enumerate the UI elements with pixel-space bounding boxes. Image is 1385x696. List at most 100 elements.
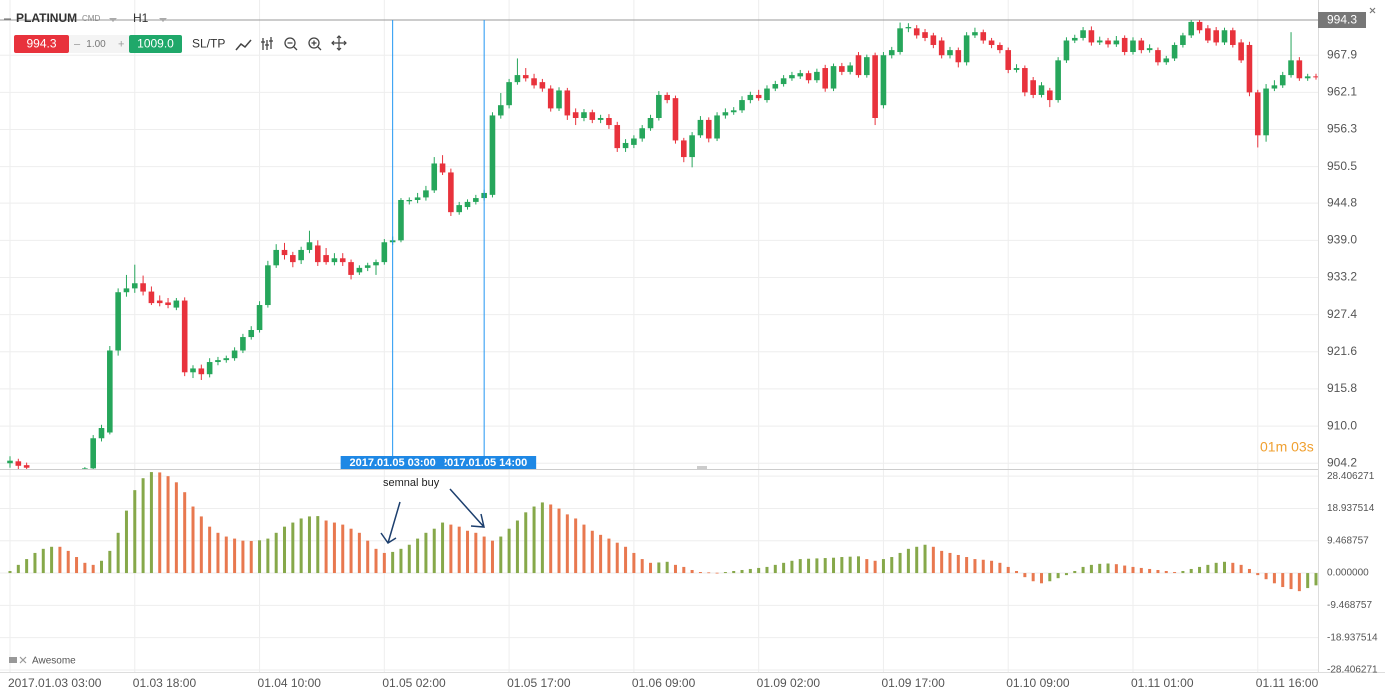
oscillator-bar [457, 526, 461, 574]
oscillator-bar [574, 518, 578, 574]
oscillator-bar [757, 567, 761, 574]
candle-body [248, 330, 255, 338]
candle-body [1155, 50, 1161, 63]
candle-body [273, 249, 279, 266]
candle-body [1254, 92, 1261, 136]
oscillator-bar [1156, 569, 1160, 574]
candle-body [547, 88, 554, 109]
dropdown-arrow[interactable] [159, 18, 167, 22]
close-icon[interactable] [1369, 7, 1376, 14]
x-tick-label: 01.09 17:00 [881, 676, 945, 690]
candle-body [622, 142, 629, 149]
oscillator-bar [973, 559, 977, 574]
candle-body [506, 82, 512, 106]
indicator-remove-icon[interactable] [19, 656, 27, 664]
candle-body [664, 94, 670, 101]
candle-body [148, 291, 155, 304]
candle-body [922, 32, 928, 38]
oscillator [8, 472, 1318, 592]
y2-tick-label: -18.937514 [1327, 632, 1378, 643]
candle-body [1013, 68, 1020, 70]
oscillator-bar [91, 564, 95, 574]
sell-price[interactable]: 994.3 [26, 37, 56, 51]
sell-button[interactable] [14, 35, 69, 53]
grid [0, 0, 1318, 672]
oscillator-bar [1056, 573, 1060, 579]
volume-box[interactable] [69, 35, 129, 53]
candle-body [689, 135, 695, 158]
volume-minus[interactable]: – [74, 38, 81, 50]
candle-body [1080, 30, 1086, 38]
pan-icon[interactable] [331, 35, 347, 51]
candle-body [364, 265, 371, 268]
oscillator-bar [890, 557, 894, 574]
oscillator-bar [1006, 566, 1010, 574]
y-tick-label: 939.0 [1327, 233, 1357, 247]
candle-body [1196, 21, 1203, 31]
oscillator-bar [1239, 564, 1243, 574]
timeframe[interactable]: H1 [133, 11, 149, 25]
indicator-settings-icon[interactable] [9, 657, 17, 663]
volume[interactable]: 1.00 [86, 39, 106, 50]
pane-handle[interactable] [697, 466, 707, 470]
candle-body [1071, 37, 1078, 41]
candle-body [231, 350, 238, 359]
candle-body [290, 255, 296, 263]
candle-body [1146, 48, 1153, 51]
oscillator-bar [424, 532, 428, 574]
oscillator-bar [1247, 568, 1251, 574]
candle-body [631, 138, 637, 145]
oscillator-bar [906, 548, 910, 574]
oscillator-bar [507, 528, 511, 574]
oscillator-bar [865, 559, 869, 574]
candle-body [797, 73, 804, 77]
symbol[interactable]: PLATINUM [16, 11, 77, 25]
oscillator-bar [948, 552, 952, 574]
oscillator-bar [649, 562, 653, 574]
oscillator-bar [765, 566, 769, 574]
candle-body [514, 75, 521, 83]
candle-type-icon[interactable] [261, 37, 273, 50]
candle-body [789, 75, 795, 79]
oscillator-bar [965, 557, 969, 574]
oscillator-bar [1031, 573, 1035, 582]
y-tick-label: 967.9 [1327, 47, 1357, 61]
oscillator-bar [998, 562, 1002, 574]
candle-body [897, 28, 903, 53]
candle-body [714, 115, 720, 139]
oscillator-bar [299, 518, 303, 574]
candle-body [1130, 40, 1136, 53]
candle-body [1238, 42, 1244, 61]
zoom-out-icon[interactable] [284, 37, 296, 49]
oscillator-bar [283, 526, 287, 574]
candle-body [531, 78, 537, 86]
volume-plus[interactable]: + [118, 38, 124, 50]
candle-body [82, 468, 88, 469]
annotation-arrow [449, 488, 485, 528]
zoom-in-icon[interactable] [308, 37, 320, 49]
candle-body [1113, 40, 1120, 45]
candle-body [32, 474, 38, 482]
buy-price[interactable]: 1009.0 [137, 37, 174, 51]
oscillator-bar [640, 559, 644, 574]
candle-body [98, 428, 105, 439]
x-tick-label: 01.03 18:00 [133, 676, 197, 690]
buy-button[interactable] [129, 35, 182, 53]
oscillator-bar [208, 526, 212, 574]
candle-body [780, 78, 787, 85]
dropdown-arrow[interactable] [109, 18, 117, 22]
oscillator-bar [407, 544, 411, 574]
oscillator-bar [141, 478, 145, 574]
oscillator-bar [374, 548, 378, 574]
candle-body [913, 28, 920, 36]
line-tool-icon[interactable] [235, 39, 252, 51]
oscillator-bar [1256, 573, 1260, 576]
candle-body [888, 50, 895, 56]
oscillator-bar [915, 546, 919, 574]
candle-body [963, 35, 970, 63]
candle-body [1213, 30, 1219, 43]
sltp-button[interactable]: SL/TP [192, 37, 225, 51]
oscillator-bar [8, 571, 12, 574]
candle-body [1279, 75, 1286, 86]
candle-body [1005, 50, 1012, 70]
